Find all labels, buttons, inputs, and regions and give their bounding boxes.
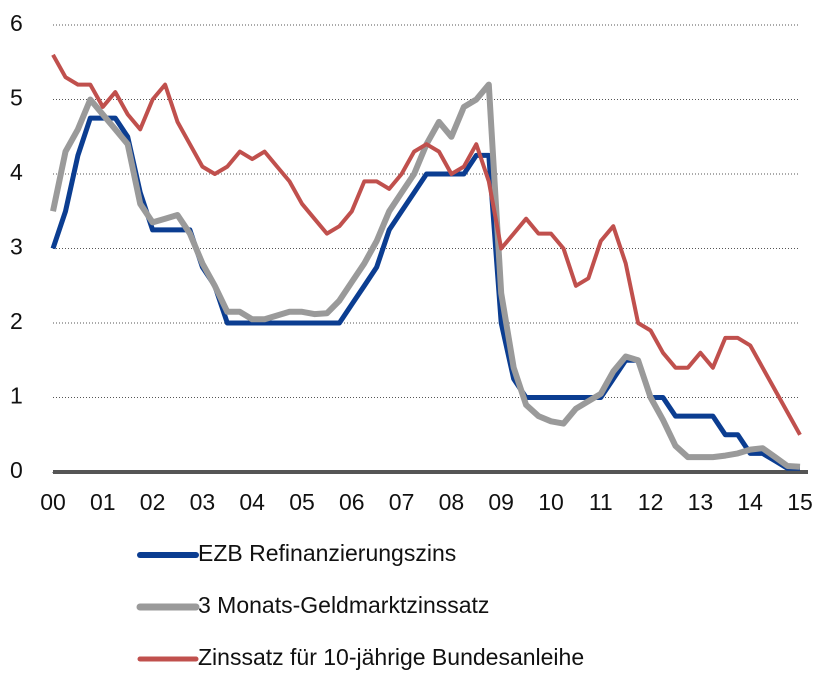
- x-tick-label: 05: [289, 489, 315, 515]
- x-tick-label: 15: [787, 489, 813, 515]
- y-tick-label: 0: [10, 457, 23, 483]
- x-tick-label: 11: [589, 489, 613, 515]
- series-line: [51, 53, 802, 436]
- y-tick-label: 3: [10, 234, 23, 260]
- x-tick-label: 01: [90, 489, 116, 515]
- x-tick-label: 13: [688, 489, 714, 515]
- x-tick-label: 00: [40, 489, 66, 515]
- x-tick-label: 02: [140, 489, 166, 515]
- x-tick-label: 08: [439, 489, 465, 515]
- series-line: [50, 81, 801, 470]
- legend-label: 3 Monats-Geldmarktzinssatz: [198, 592, 489, 618]
- y-tick-label: 6: [10, 10, 23, 36]
- x-tick-label: 14: [737, 489, 763, 515]
- y-tick-label: 4: [10, 159, 23, 185]
- legend-label: EZB Refinanzierungszins: [198, 540, 456, 566]
- x-tick-label: 06: [339, 489, 365, 515]
- x-tick-label: 09: [488, 489, 514, 515]
- x-tick-label: 03: [190, 489, 216, 515]
- y-tick-label: 2: [10, 308, 23, 334]
- y-tick-label: 1: [10, 383, 23, 409]
- series-line: [50, 115, 800, 471]
- x-tick-label: 04: [239, 489, 265, 515]
- x-tick-label: 07: [389, 489, 415, 515]
- y-tick-label: 5: [10, 85, 23, 111]
- x-tick-label: 10: [538, 489, 564, 515]
- x-tick-label: 12: [638, 489, 664, 515]
- legend-label: Zinssatz für 10-jährige Bundesanleihe: [198, 644, 584, 670]
